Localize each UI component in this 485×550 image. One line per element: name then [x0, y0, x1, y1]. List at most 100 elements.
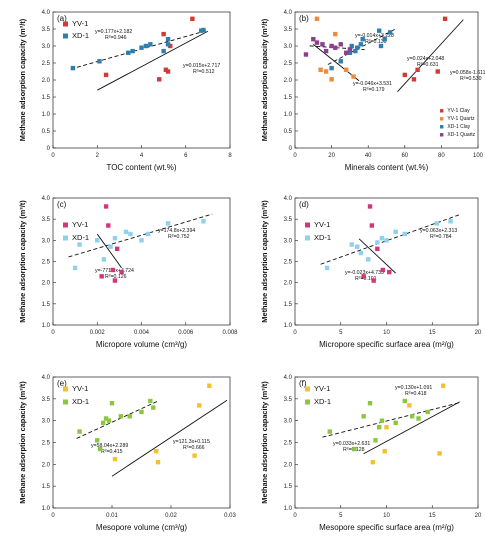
data-point-xd-1 [130, 48, 135, 54]
data-point-yv-1 [370, 459, 375, 465]
data-point-yv-1 [192, 453, 197, 458]
x-axis-label: Micropore specific surface area (m²/g) [319, 340, 454, 349]
chart-panel-f: 1.0 1.5 2.0 2.5 3.0 3.5 4.0 0 5 10 15 20 Mesopore sp… [260, 375, 482, 532]
legend-label: XD-1 Quartz [447, 132, 475, 138]
data-point-xd-1 [199, 28, 204, 33]
data-point-xd-1 [384, 238, 389, 243]
x-tick-label: 20 [475, 330, 482, 336]
fit-r2: R²=0.752 [168, 234, 190, 240]
data-point-xd-1 [97, 59, 102, 64]
data-point-xd-1 [108, 244, 113, 249]
fit-equation: y=0.063x+2.313 [420, 228, 457, 234]
x-tick-label: 60 [401, 153, 408, 159]
data-point-xd-1 [349, 242, 354, 247]
data-point-yv-1 [112, 456, 118, 462]
data-point-xd-1 [375, 240, 380, 245]
data-point-xd-1-quartz [338, 42, 343, 47]
data-point-xd-1 [101, 257, 107, 262]
y-axis-label: Methane adsorption capacity (m³/t) [260, 200, 269, 323]
data-point-yv-1 [384, 425, 389, 430]
x-tick-label: 5 [339, 513, 343, 519]
y-tick-label: 3.0 [42, 44, 51, 50]
x-tick-label: 0 [51, 513, 55, 519]
data-point-xd-1 [376, 425, 382, 430]
legend-label: YV-1 [314, 384, 330, 393]
y-tick-label: 1.5 [284, 95, 293, 101]
y-tick-label: 1.5 [42, 302, 51, 308]
data-point-yv-1-quartz [314, 16, 320, 21]
data-point-xd-1-quartz [347, 47, 353, 52]
data-point-yv-1 [112, 278, 118, 283]
legend-marker [440, 125, 444, 129]
data-point-xd-1 [366, 257, 371, 262]
fit-r2: R²=0.179 [363, 87, 385, 93]
x-axis-label: TOC content (wt.%) [106, 163, 176, 172]
data-point-xd-1 [106, 418, 112, 423]
y-tick-label: 2.0 [42, 281, 51, 287]
panel-label: (a) [57, 14, 67, 23]
data-point-xd-1-clay [329, 65, 334, 71]
fit-equation: y=174.8x+2.394 [158, 228, 195, 234]
legend-label: YV-1 [72, 384, 88, 393]
data-point-xd-1 [327, 429, 332, 434]
y-tick-label: 0.5 [284, 129, 293, 135]
data-point-xd-1-clay [358, 42, 364, 47]
y-tick-label: 3.0 [284, 44, 293, 50]
data-point-xd-1 [148, 42, 153, 47]
fit-line-xd-1 [68, 213, 213, 258]
data-point-xd-1 [367, 401, 373, 406]
fit-r2: R²=0.666 [183, 445, 205, 451]
legend-marker [63, 235, 68, 241]
fit-line-yv-1-clay [397, 19, 464, 92]
legend-label: YV-1 [72, 220, 88, 229]
panel-label: (e) [57, 379, 67, 388]
fit-r2: R²=0.530 [460, 76, 482, 82]
data-point-xd-1-clay [338, 59, 343, 64]
plot-frame [294, 197, 479, 326]
x-tick-label: 20 [328, 153, 335, 159]
x-tick-label: 2 [96, 153, 100, 159]
y-tick-label: 3.0 [284, 238, 293, 244]
data-point-xd-1-quartz [314, 40, 320, 45]
y-tick-label: 3.5 [284, 27, 293, 33]
fit-equation: y=121.3x+0.115 [173, 439, 210, 445]
panel-label: (f) [299, 379, 307, 388]
x-tick-label: 15 [429, 330, 436, 336]
data-point-yv-1-clay [411, 77, 417, 82]
data-point-xd-1 [139, 238, 144, 243]
y-tick-label: 2.5 [42, 441, 51, 447]
fit-r2: R²=0.946 [105, 35, 127, 41]
data-point-yv-1 [103, 72, 109, 78]
fit-line-yv-1 [358, 238, 396, 274]
fit-line-xd-1 [70, 29, 208, 70]
x-tick-label: 10 [383, 330, 390, 336]
data-point-yv-1 [369, 223, 375, 228]
data-point-yv-1 [155, 459, 161, 465]
data-point-yv-1 [106, 223, 111, 228]
legend-label: XD-1 [314, 397, 331, 406]
data-point-xd-1 [145, 231, 151, 237]
y-tick-label: 3.5 [284, 217, 293, 223]
fit-equation: y=0.024x+2.048 [407, 56, 444, 62]
y-tick-label: 3.5 [42, 397, 51, 403]
data-point-yv-1 [371, 278, 376, 283]
x-tick-label: 0.01 [106, 513, 118, 519]
data-point-xd-1 [70, 65, 76, 71]
fit-equation: y=58.04x+2.289 [91, 443, 128, 449]
data-point-xd-1 [355, 244, 360, 249]
data-point-xd-1 [127, 414, 132, 419]
x-tick-label: 80 [438, 153, 445, 159]
x-tick-label: 0.02 [165, 513, 177, 519]
x-tick-label: 0 [293, 513, 297, 519]
data-point-xd-1-quartz [344, 50, 349, 55]
fit-r2: R²=0.415 [101, 449, 123, 455]
data-point-xd-1 [95, 238, 100, 243]
legend-marker [63, 21, 68, 27]
data-point-xd-1 [409, 414, 415, 419]
data-point-xd-1 [393, 420, 398, 426]
fit-equation: y=0.058x-1.611 [450, 70, 485, 76]
data-point-yv-1 [168, 43, 173, 49]
x-tick-label: 100 [473, 153, 484, 159]
data-point-xd-1-quartz [320, 42, 325, 47]
data-point-xd-1 [379, 236, 385, 241]
